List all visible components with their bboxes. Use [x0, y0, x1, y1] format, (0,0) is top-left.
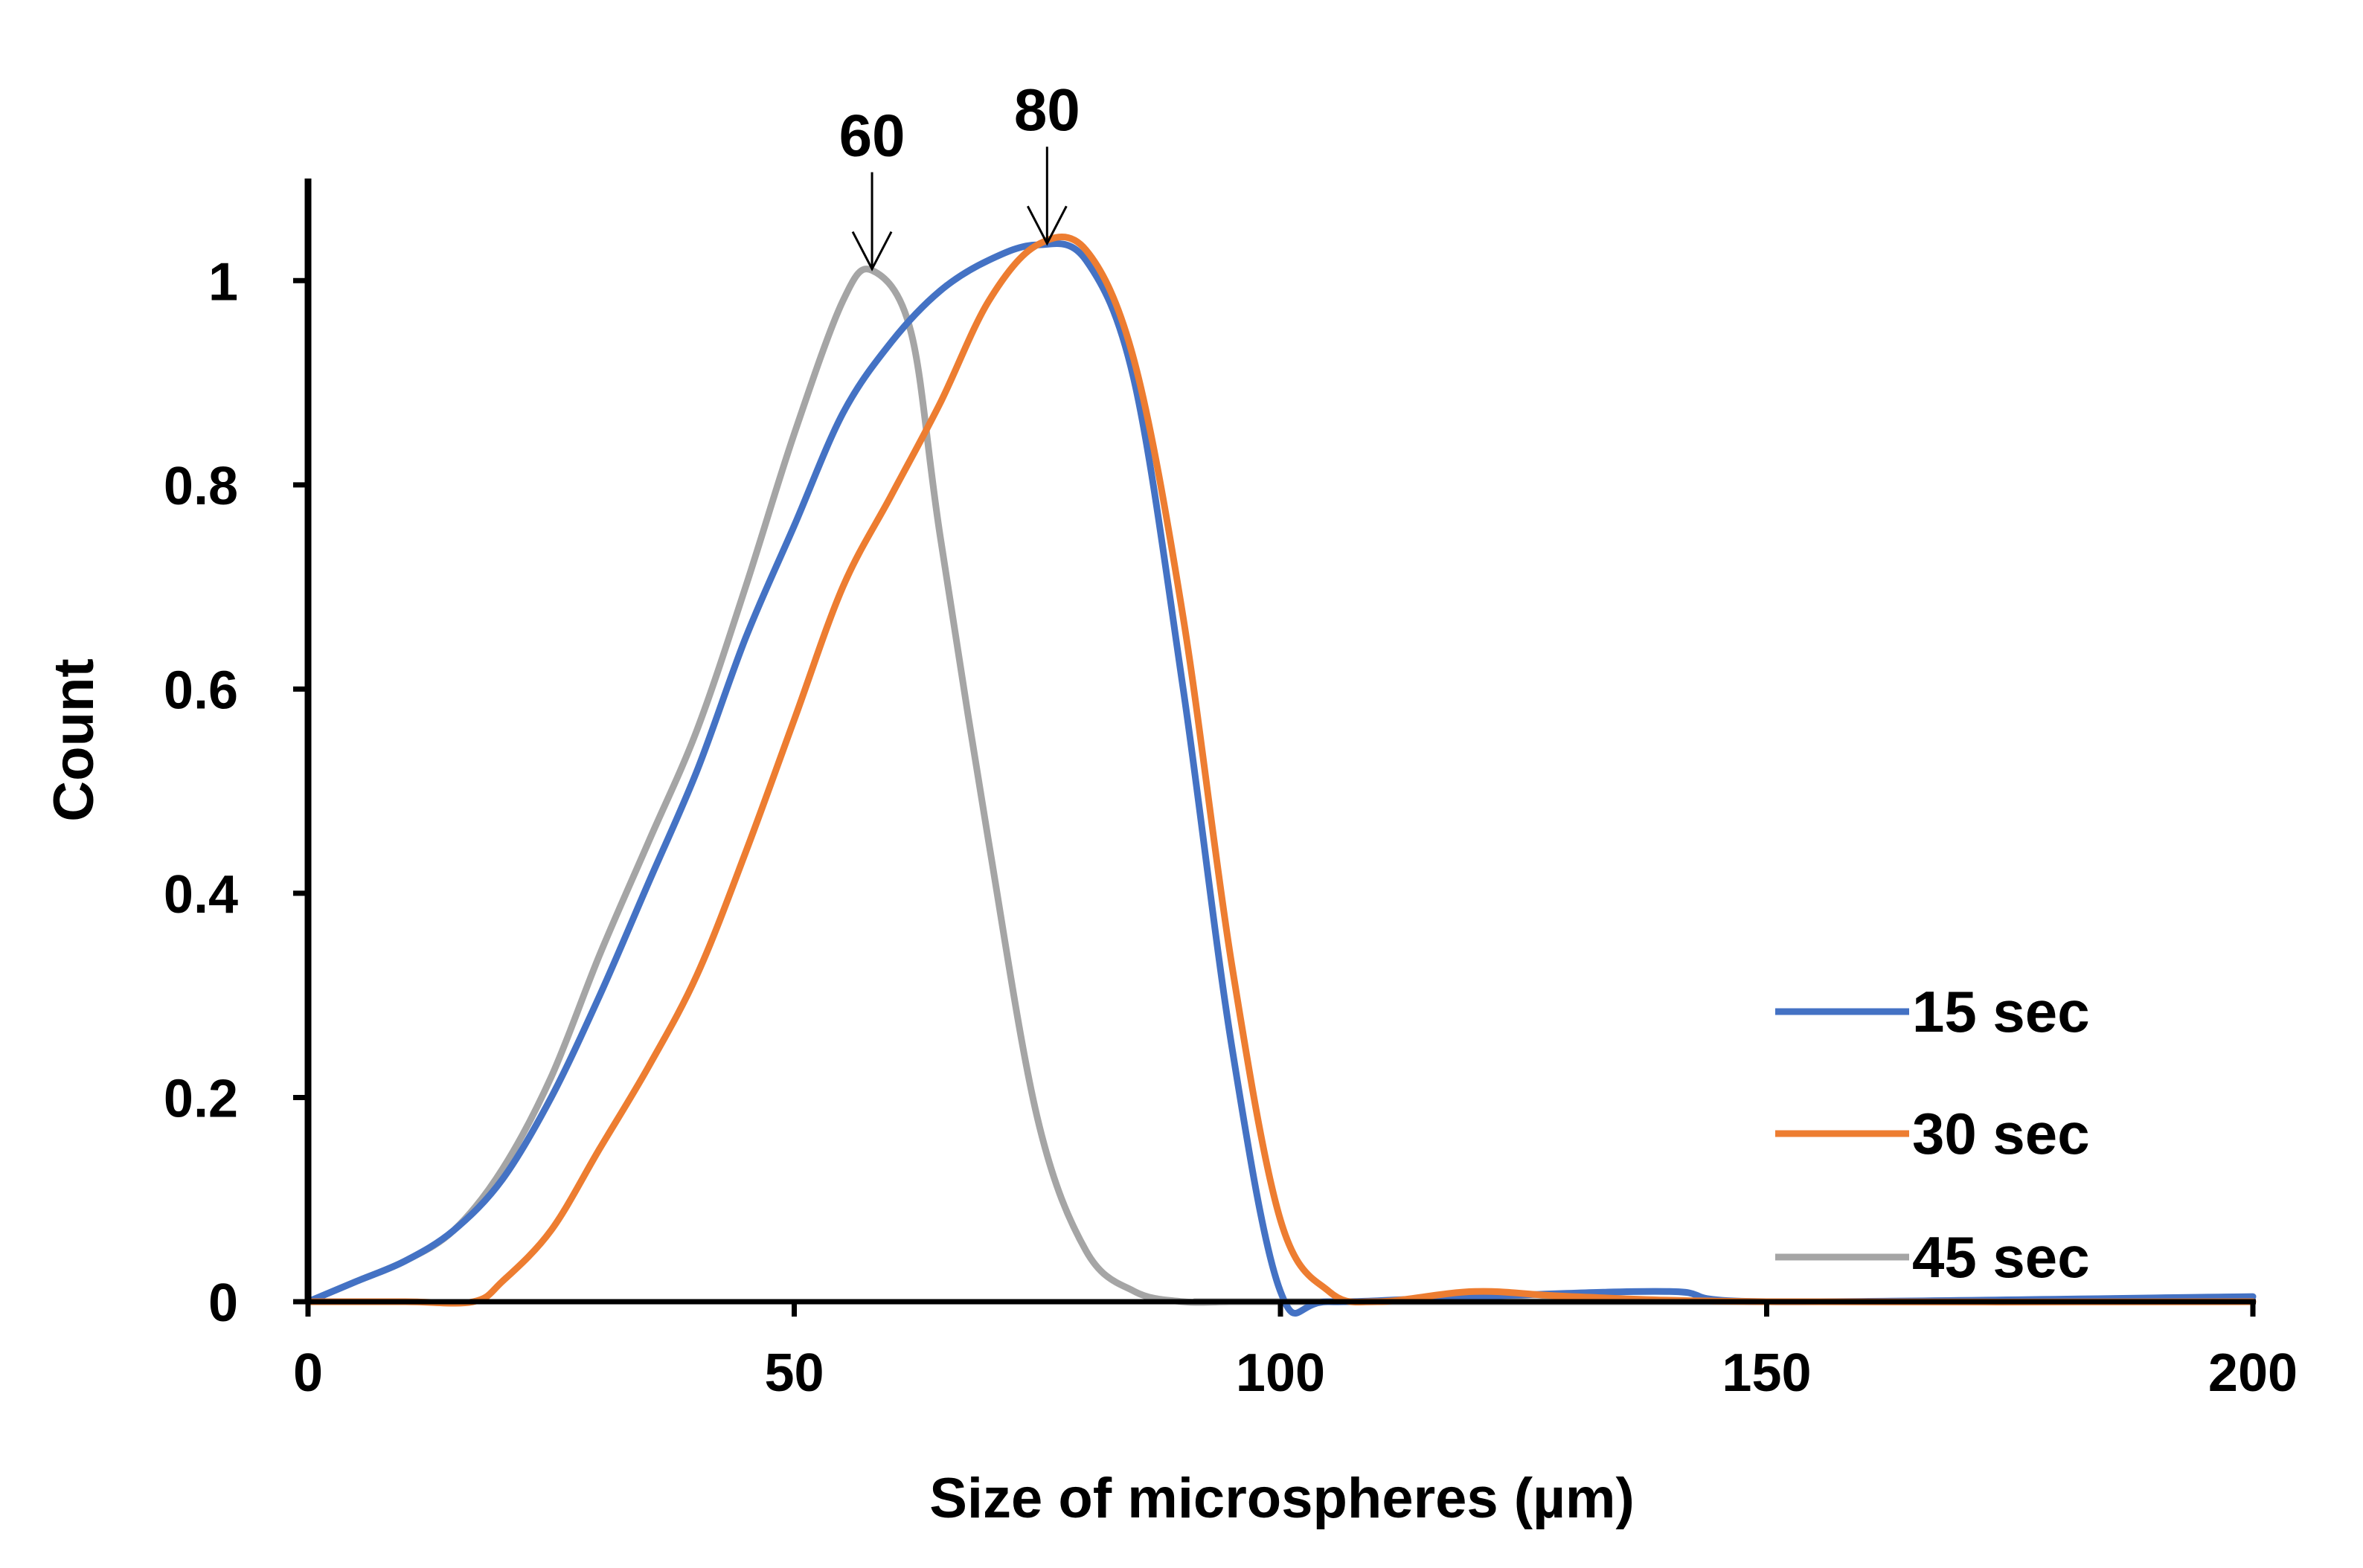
x-tick-label: 200	[2208, 1343, 2298, 1403]
legend-label-15-sec: 15 sec	[1912, 979, 2090, 1044]
y-axis-title: Count	[42, 658, 106, 821]
peak-arrow-head	[1026, 205, 1068, 246]
peak-arrow-head	[851, 231, 893, 271]
annotation-layer: 60 80	[839, 77, 1080, 271]
y-tick-label: 0.6	[164, 661, 238, 720]
peak-label-60: 60	[839, 103, 905, 169]
y-ticks: 0 0.2 0.4 0.6 0.8 1	[164, 252, 308, 1333]
y-tick-label: 1	[208, 252, 238, 312]
peak-label-80: 80	[1014, 77, 1080, 143]
y-tick-label: 0.2	[164, 1069, 238, 1128]
x-tick-label: 150	[1722, 1343, 1811, 1403]
legend-label-30-sec: 30 sec	[1912, 1101, 2090, 1166]
legend: 15 sec 30 sec 45 sec	[1775, 979, 2090, 1290]
y-tick-label: 0.4	[164, 865, 238, 925]
y-tick-label: 0	[208, 1273, 238, 1333]
x-axis-title: Size of microspheres (µm)	[929, 1467, 1635, 1530]
x-ticks: 0 50 100 150 200	[293, 1302, 2298, 1403]
y-tick-label: 0.8	[164, 457, 238, 516]
x-tick-label: 0	[293, 1343, 323, 1403]
x-tick-label: 50	[764, 1343, 824, 1403]
x-tick-label: 100	[1236, 1343, 1325, 1403]
series-line-30-sec	[304, 234, 2257, 1307]
legend-label-45-sec: 45 sec	[1912, 1224, 2090, 1290]
